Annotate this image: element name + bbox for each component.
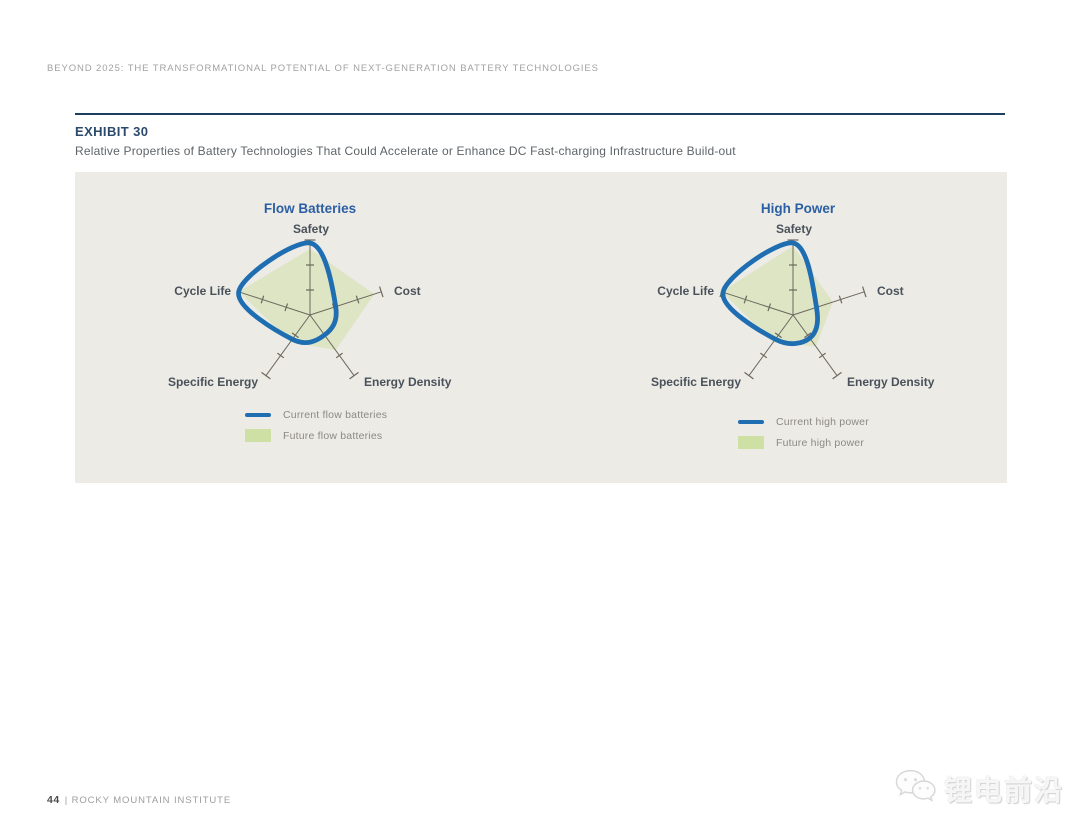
axis-label-cycle-life: Cycle Life bbox=[174, 284, 231, 298]
legend-label: Current high power bbox=[776, 415, 869, 428]
legend-label: Future high power bbox=[776, 436, 865, 449]
watermark: 锂电前沿 bbox=[893, 767, 1064, 810]
chart-title-high-power: High Power bbox=[761, 201, 836, 216]
legend-label: Current flow batteries bbox=[283, 408, 388, 421]
chart-panel: Flow Batteries Safety Cost Energy Densit… bbox=[75, 172, 1007, 483]
legend-high-power: Current high power Future high power bbox=[738, 415, 869, 449]
exhibit-label: EXHIBIT 30 bbox=[75, 124, 149, 139]
radar-plot-high-power bbox=[719, 239, 867, 380]
current-series-line-swatch bbox=[245, 412, 271, 417]
flow-batteries-radar-chart: Flow Batteries Safety Cost Energy Densit… bbox=[168, 201, 452, 389]
legend-item: Current flow batteries bbox=[245, 408, 387, 421]
axis-label-specific-energy: Specific Energy bbox=[168, 375, 258, 389]
axis-label-energy-density: Energy Density bbox=[364, 375, 452, 389]
wechat-icon bbox=[893, 767, 937, 810]
exhibit-divider-rule bbox=[75, 113, 1005, 115]
legend-flow-batteries: Current flow batteries Future flow batte… bbox=[245, 408, 387, 442]
future-series-area-swatch bbox=[738, 436, 764, 449]
axis-label-cost: Cost bbox=[394, 284, 421, 298]
legend-item: Current high power bbox=[738, 415, 869, 428]
axis-label-specific-energy: Specific Energy bbox=[651, 375, 741, 389]
legend-item: Future flow batteries bbox=[245, 429, 387, 442]
watermark-text: 锂电前沿 bbox=[943, 773, 1064, 807]
current-series-line-swatch bbox=[738, 419, 764, 424]
page-number: 44 bbox=[47, 794, 60, 806]
report-header: BEYOND 2025: THE TRANSFORMATIONAL POTENT… bbox=[47, 63, 599, 74]
legend-label: Future flow batteries bbox=[283, 429, 383, 442]
axis-label-safety: Safety bbox=[776, 222, 812, 236]
report-footer: 44 | ROCKY MOUNTAIN INSTITUTE bbox=[47, 794, 231, 806]
future-series-area-swatch bbox=[245, 429, 271, 442]
legend-item: Future high power bbox=[738, 436, 869, 449]
footer-org-name: | ROCKY MOUNTAIN INSTITUTE bbox=[64, 795, 232, 806]
radar-plot-flow bbox=[236, 239, 384, 380]
exhibit-title: Relative Properties of Battery Technolog… bbox=[75, 144, 736, 158]
axis-label-safety: Safety bbox=[293, 222, 329, 236]
high-power-radar-chart: High Power Safety Cost Energy Density Sp… bbox=[651, 201, 935, 389]
axis-label-cycle-life: Cycle Life bbox=[657, 284, 714, 298]
axis-label-energy-density: Energy Density bbox=[847, 375, 935, 389]
chart-title-flow-batteries: Flow Batteries bbox=[264, 201, 356, 216]
axis-label-cost: Cost bbox=[877, 284, 904, 298]
